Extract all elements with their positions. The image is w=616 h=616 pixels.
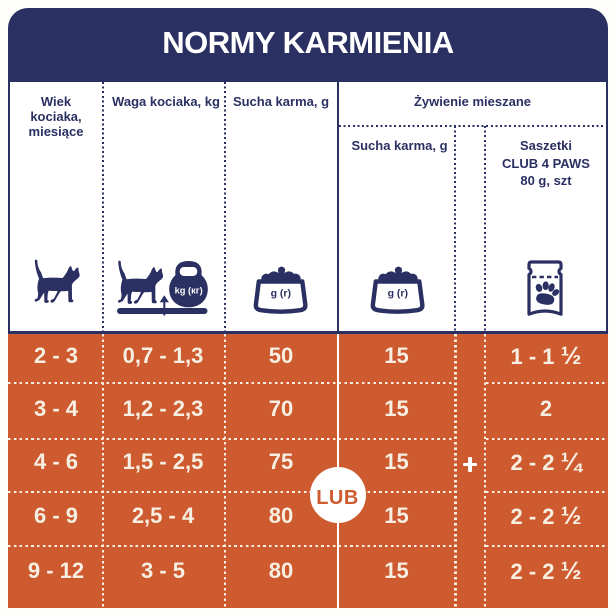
svg-text:g (r): g (r) [271, 288, 291, 300]
svg-text:g (r): g (r) [388, 288, 408, 300]
svg-text:kg (кг): kg (кг) [175, 286, 203, 296]
